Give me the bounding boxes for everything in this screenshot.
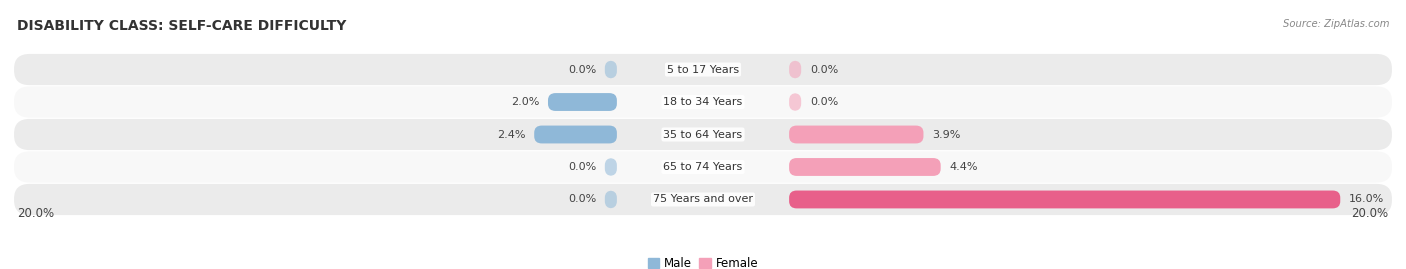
FancyBboxPatch shape <box>605 61 617 79</box>
Text: DISABILITY CLASS: SELF-CARE DIFFICULTY: DISABILITY CLASS: SELF-CARE DIFFICULTY <box>17 19 346 33</box>
Text: 0.0%: 0.0% <box>568 162 596 172</box>
FancyBboxPatch shape <box>14 86 1392 118</box>
Text: 16.0%: 16.0% <box>1348 194 1384 204</box>
FancyBboxPatch shape <box>789 190 1340 208</box>
Text: 75 Years and over: 75 Years and over <box>652 194 754 204</box>
Text: 5 to 17 Years: 5 to 17 Years <box>666 65 740 75</box>
Text: 20.0%: 20.0% <box>17 207 55 220</box>
Text: 2.4%: 2.4% <box>498 129 526 140</box>
Text: 0.0%: 0.0% <box>810 65 838 75</box>
FancyBboxPatch shape <box>534 126 617 143</box>
FancyBboxPatch shape <box>789 158 941 176</box>
Text: 18 to 34 Years: 18 to 34 Years <box>664 97 742 107</box>
Text: 20.0%: 20.0% <box>1351 207 1389 220</box>
Text: Source: ZipAtlas.com: Source: ZipAtlas.com <box>1282 19 1389 29</box>
FancyBboxPatch shape <box>14 119 1392 150</box>
Text: 35 to 64 Years: 35 to 64 Years <box>664 129 742 140</box>
FancyBboxPatch shape <box>789 93 801 111</box>
Text: 0.0%: 0.0% <box>568 65 596 75</box>
FancyBboxPatch shape <box>14 184 1392 215</box>
FancyBboxPatch shape <box>14 54 1392 85</box>
FancyBboxPatch shape <box>605 190 617 208</box>
FancyBboxPatch shape <box>605 158 617 176</box>
Text: 2.0%: 2.0% <box>510 97 540 107</box>
Text: 0.0%: 0.0% <box>810 97 838 107</box>
Text: 3.9%: 3.9% <box>932 129 960 140</box>
FancyBboxPatch shape <box>789 126 924 143</box>
FancyBboxPatch shape <box>14 151 1392 183</box>
Text: 65 to 74 Years: 65 to 74 Years <box>664 162 742 172</box>
Legend: Male, Female: Male, Female <box>643 253 763 269</box>
Text: 4.4%: 4.4% <box>949 162 977 172</box>
FancyBboxPatch shape <box>548 93 617 111</box>
FancyBboxPatch shape <box>789 61 801 79</box>
Text: 0.0%: 0.0% <box>568 194 596 204</box>
